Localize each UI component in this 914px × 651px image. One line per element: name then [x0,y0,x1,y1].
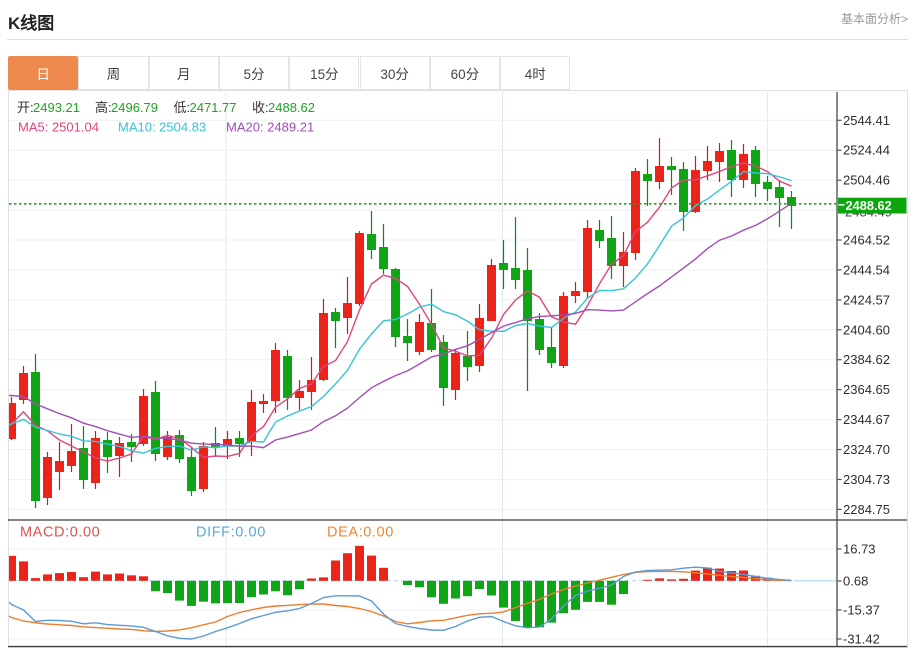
svg-text:2344.67: 2344.67 [843,412,890,427]
svg-text:-31.42: -31.42 [843,632,880,647]
svg-text:2404.60: 2404.60 [843,322,890,337]
svg-text:2364.65: 2364.65 [843,382,890,397]
svg-text:-15.37: -15.37 [843,603,880,618]
svg-text:2424.57: 2424.57 [843,292,890,307]
svg-text:2488.62: 2488.62 [846,198,892,213]
svg-text:2324.70: 2324.70 [843,442,890,457]
svg-text:开:2493.21高:2496.79低:2471.77收:2: 开:2493.21 高:2496.79 低:2471.77 收:2488.62 [17,100,315,115]
svg-text:2484.49: 2484.49 [845,205,892,220]
svg-text:2504.46: 2504.46 [843,173,890,188]
svg-text:2284.75: 2284.75 [843,502,890,517]
svg-text:16.73: 16.73 [843,542,876,557]
svg-text:2524.44: 2524.44 [843,143,890,158]
svg-text:2384.62: 2384.62 [843,352,890,367]
svg-text:2444.54: 2444.54 [843,262,890,277]
svg-text:2464.52: 2464.52 [843,233,890,248]
svg-text:0.68: 0.68 [843,574,868,589]
svg-text:2544.41: 2544.41 [843,113,890,128]
svg-text:2304.73: 2304.73 [843,472,890,487]
